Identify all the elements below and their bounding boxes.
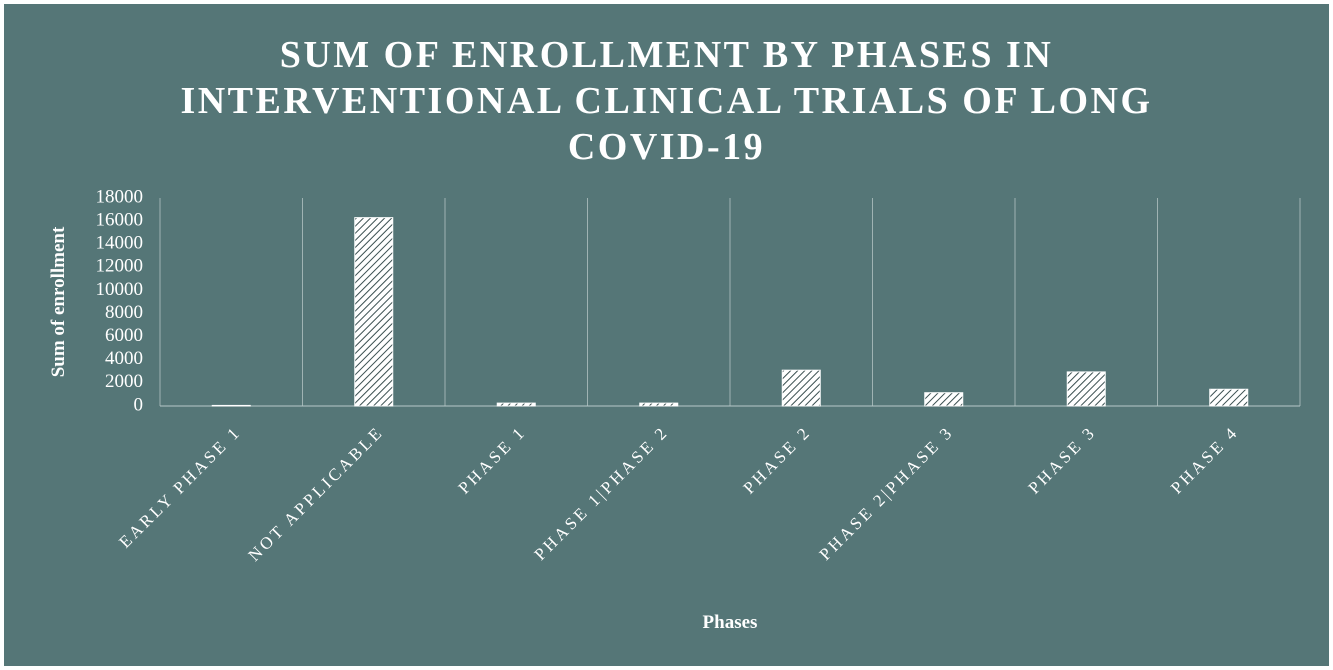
x-tick-label: PHASE 2|PHASE 3 xyxy=(815,422,957,564)
bar xyxy=(496,402,536,407)
y-tick-label: 14000 xyxy=(96,233,144,254)
y-tick-label: 12000 xyxy=(96,256,144,277)
chart-title: SUM OF ENROLLMENT BY PHASES IN INTERVENT… xyxy=(180,34,1153,168)
y-tick-label: 0 xyxy=(134,394,144,415)
bar xyxy=(211,404,251,407)
chart-frame: SUM OF ENROLLMENT BY PHASES IN INTERVENT… xyxy=(4,4,1329,666)
chart: Sum of enrollment Phases 020004000600080… xyxy=(48,186,1301,633)
x-tick-label: PHASE 2 xyxy=(739,422,814,497)
bar xyxy=(924,392,964,407)
x-tick-label: PHASE 3 xyxy=(1024,422,1099,497)
x-tick-label: PHASE 1|PHASE 2 xyxy=(530,422,672,564)
bar xyxy=(354,217,394,407)
bar xyxy=(639,402,679,407)
y-tick-label: 16000 xyxy=(96,209,144,230)
x-tick-label: NOT APPLICABLE xyxy=(245,422,388,565)
y-tick-label: 8000 xyxy=(105,302,143,323)
x-tick-label: PHASE 1 xyxy=(454,422,529,497)
y-axis-label: Sum of enrollment xyxy=(48,226,69,377)
bar xyxy=(1209,388,1249,407)
y-tick-label: 18000 xyxy=(96,186,144,207)
y-tick-label: 4000 xyxy=(105,348,143,369)
y-tick-label: 6000 xyxy=(105,325,143,346)
x-tick-label: EARLY PHASE 1 xyxy=(115,422,245,552)
bar xyxy=(1066,371,1106,407)
bar xyxy=(781,369,821,407)
x-axis-label: Phases xyxy=(703,612,758,633)
y-tick-label: 10000 xyxy=(96,279,144,300)
x-tick-label: PHASE 4 xyxy=(1167,422,1242,497)
y-tick-label: 2000 xyxy=(105,371,143,392)
